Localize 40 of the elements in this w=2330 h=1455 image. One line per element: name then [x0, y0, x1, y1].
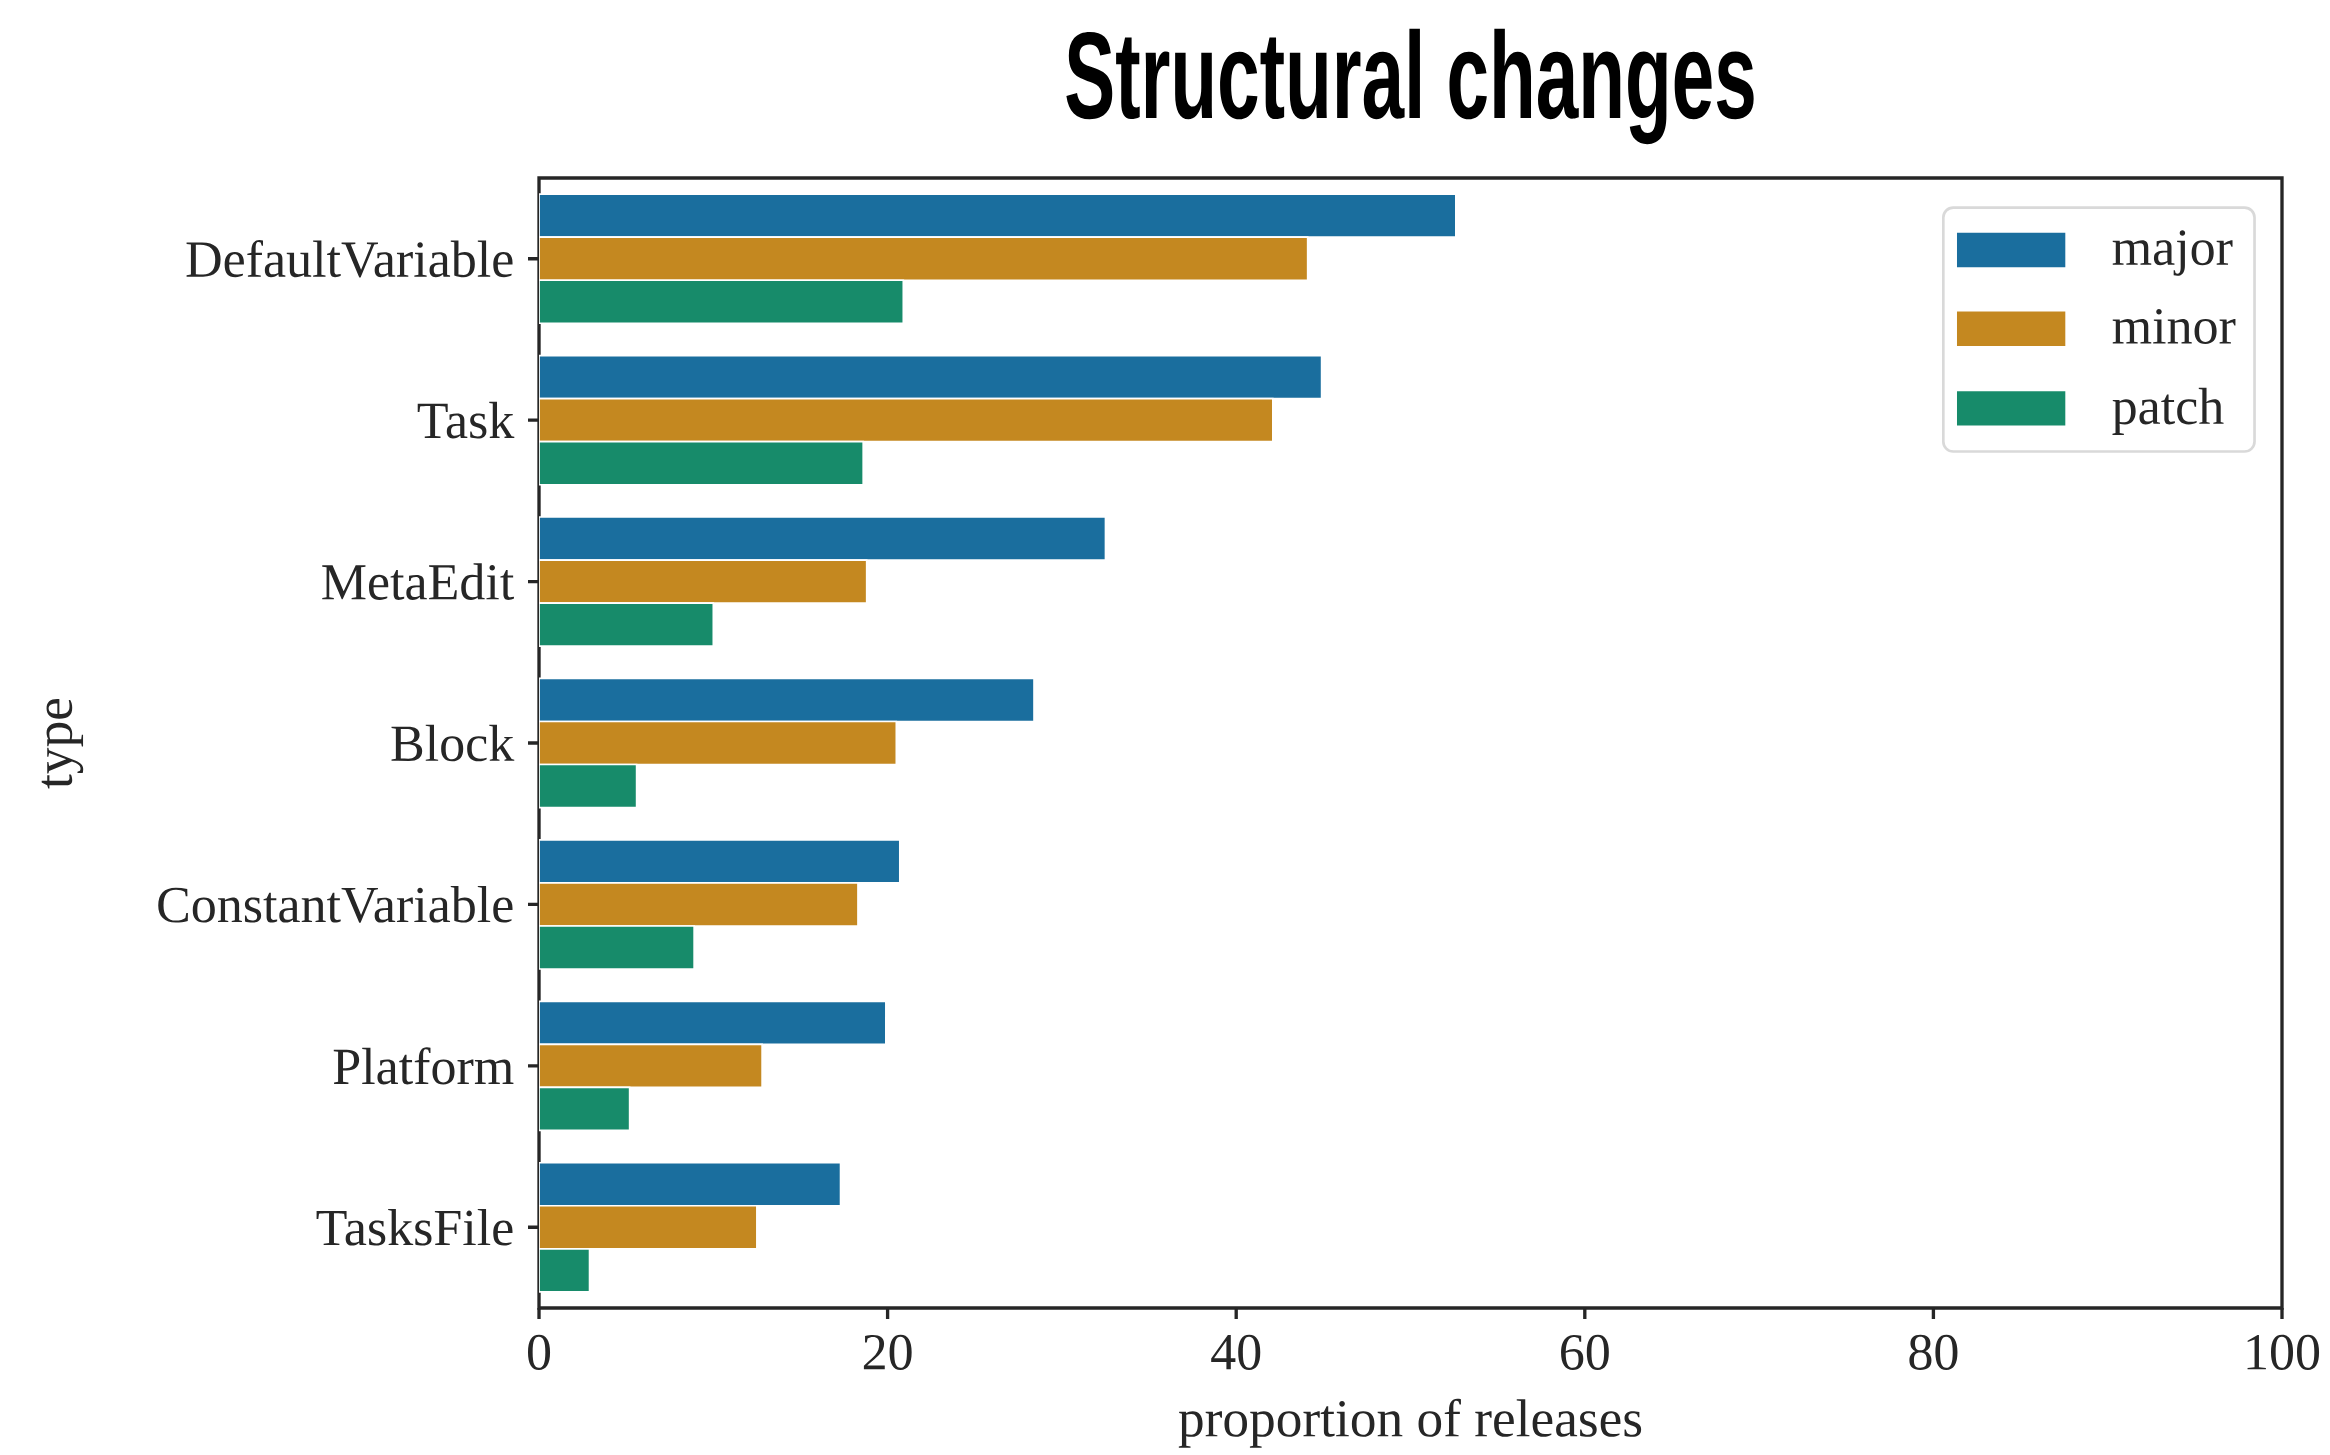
bar: [539, 440, 865, 486]
x-tick-label: 100: [2247, 1334, 2320, 1370]
y-tick-label: TasksFile: [316, 1209, 513, 1246]
x-tick-label: 60: [1561, 1334, 1609, 1370]
bar: [539, 839, 901, 884]
x-tick-label: 0: [527, 1334, 551, 1370]
x-tick-label: 20: [863, 1334, 912, 1370]
chart-title: Structural changes: [1066, 28, 1754, 145]
bar: [539, 559, 868, 604]
bar: [539, 882, 859, 927]
bar: [539, 236, 1309, 282]
bar: [539, 1043, 763, 1089]
bar: [539, 677, 1035, 723]
legend-label: minor: [2112, 308, 2236, 344]
x-tick-label: 40: [1211, 1334, 1261, 1370]
bar: [539, 1247, 591, 1293]
y-tick-label: Platform: [333, 1047, 514, 1085]
y-tick-label: DefaultVariable: [186, 239, 513, 278]
y-axis-title: type: [41, 698, 84, 789]
bar: [539, 1204, 758, 1250]
bar: [539, 925, 695, 970]
bar: [539, 354, 1323, 400]
bar: [539, 516, 1107, 561]
bar: [539, 602, 715, 647]
y-tick-label: ConstantVariable: [158, 886, 513, 923]
x-tick-label: 80: [1909, 1334, 1958, 1370]
bar: [539, 397, 1274, 443]
legend-label: major: [2112, 230, 2233, 276]
y-tick-label: MetaEdit: [322, 563, 514, 600]
bar: [539, 279, 905, 325]
bar: [539, 1161, 842, 1207]
x-axis-title: proportion of releases: [1178, 1398, 1642, 1448]
bar: [539, 720, 898, 766]
bar: [539, 1086, 631, 1132]
bar: [539, 193, 1457, 239]
legend-label: patch: [2112, 387, 2224, 435]
y-tick-label: Block: [391, 724, 515, 762]
y-tick-label: Task: [417, 401, 515, 439]
bar: [539, 1000, 887, 1046]
bar: [539, 763, 638, 809]
